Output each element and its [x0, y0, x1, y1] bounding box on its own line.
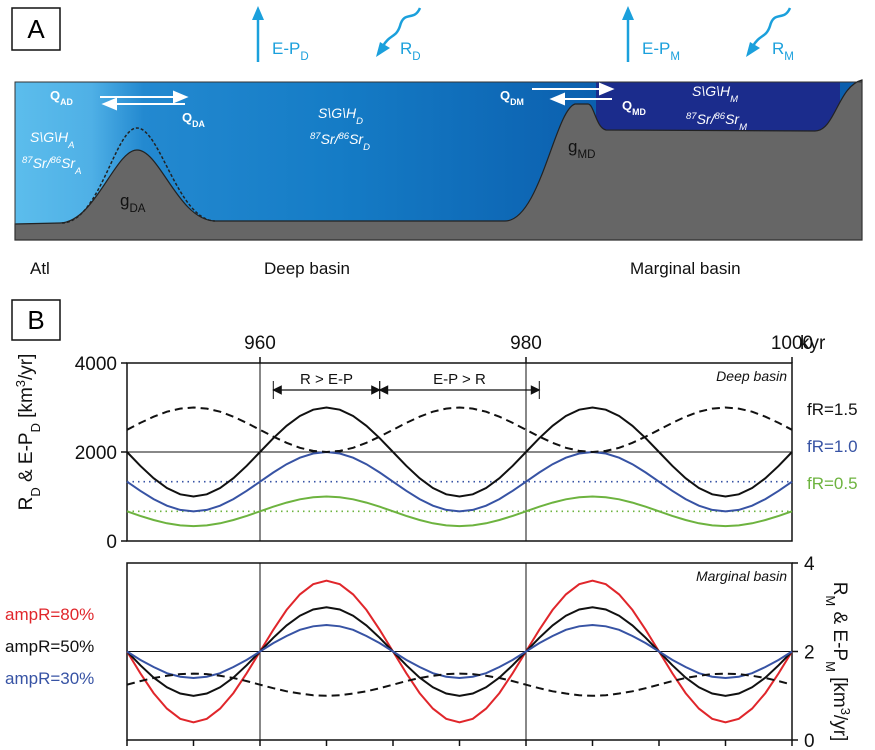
page: A B E-PDRDE-PMRMQADQDAQDMQMDS\G\HA87Sr/8… — [0, 0, 875, 750]
panel-b-frame: B — [12, 300, 60, 340]
diagram-label-part: Marginal basin — [630, 259, 741, 278]
y-axis-label-part: R — [16, 497, 37, 511]
diagram-label-part: M — [730, 94, 738, 105]
diagram-label-part: Q — [622, 98, 632, 113]
y-tick-label: 4000 — [75, 354, 117, 375]
y-axis-label-part: [km — [16, 387, 37, 423]
diagram-label: Atl — [30, 259, 50, 278]
y-tick-label: 0 — [106, 532, 117, 553]
diagram-label-part: Deep basin — [264, 259, 350, 278]
diagram-label-part: Q — [500, 88, 510, 103]
y-axis-label: RD & E-PD [km3/yr] — [13, 354, 43, 511]
sky-arrows — [252, 6, 790, 62]
y-axis-label-part: M — [824, 661, 839, 672]
diagram-label: Deep basin — [264, 259, 350, 278]
diagram-label-part: A — [67, 140, 74, 151]
y-axis-label-part: & E-P — [829, 606, 850, 661]
diagram-label-part: Q — [182, 110, 192, 125]
diagram-label-part: g — [120, 191, 129, 210]
diagram-label: RD — [400, 39, 421, 63]
y-tick-label: 0 — [804, 731, 815, 750]
y-axis-label-part: M — [824, 595, 839, 606]
y-axis-label-part: /yr] — [16, 354, 37, 380]
line-series — [127, 408, 792, 453]
annotation-label: E-P > R — [433, 371, 486, 388]
diagram-label-part: R — [400, 39, 412, 58]
x-axis-label: kyr — [800, 333, 826, 354]
diagram-label-part: M — [784, 51, 794, 63]
diagram-label-part: 86 — [714, 111, 725, 122]
diagram-label-part: D — [363, 142, 370, 153]
diagram-label-part: 87 — [310, 131, 321, 142]
legend-label: ampR=50% — [5, 637, 94, 656]
diagram-label-part: 86 — [50, 155, 61, 166]
y-axis-label-part: [km — [829, 672, 850, 708]
diagram-label-part: Atl — [30, 259, 50, 278]
y-tick-label: 2000 — [75, 443, 117, 464]
diagram-label-part: MD — [632, 107, 646, 117]
diagram-label: E-PD — [272, 39, 309, 63]
diagram-label: RM — [772, 39, 794, 63]
legend-label: ampR=30% — [5, 669, 94, 688]
diagram-label-part: D — [356, 116, 363, 127]
y-axis-label-part: D — [28, 423, 43, 432]
diagram-label-part: DA — [129, 203, 145, 215]
x-tick-label: 960 — [244, 333, 276, 354]
diagram-label-part: D — [412, 51, 420, 63]
y-axis-label: RM & E-PM [km3/yr] — [824, 582, 854, 742]
diagram-label-part: S\G\H — [318, 105, 357, 121]
y-axis-label-part: 3 — [13, 380, 28, 387]
diagram-label-part: R — [772, 39, 784, 58]
diagram-label-part: 86 — [338, 131, 349, 142]
diagram-label-part: DA — [192, 119, 205, 129]
x-tick-label: 980 — [510, 333, 542, 354]
diagram-label-part: E-P — [642, 39, 670, 58]
diagram-label-part: S\G\H — [30, 129, 69, 145]
legend-label: ampR=80% — [5, 605, 94, 624]
diagram-label-part: 87 — [22, 155, 33, 166]
diagram-label-part: M — [739, 122, 747, 133]
diagram-label-part: M — [670, 51, 680, 63]
diagram-label: Marginal basin — [630, 259, 741, 278]
diagram-label-part: E-P — [272, 39, 300, 58]
diagram-label-part: A — [74, 166, 81, 177]
annotation-label: R > E-P — [300, 371, 353, 388]
legend-label: fR=1.0 — [807, 437, 858, 456]
y-axis-label-part: 3 — [839, 708, 854, 715]
legend-label: fR=0.5 — [807, 474, 858, 493]
diagram-label-part: DM — [510, 97, 524, 107]
legend-label: fR=1.5 — [807, 400, 858, 419]
diagram-label-part: MD — [577, 149, 595, 161]
panel-label: A — [27, 14, 45, 44]
diagram-label-part: g — [568, 137, 577, 156]
chart-title: Deep basin — [716, 368, 787, 384]
line-series — [127, 674, 792, 696]
figure: A B E-PDRDE-PMRMQADQDAQDMQMDS\G\HA87Sr/8… — [0, 0, 875, 750]
diagram-label-part: 87 — [686, 111, 697, 122]
y-axis-label-part: /yr] — [829, 715, 850, 741]
y-axis-label-part: D — [28, 487, 43, 496]
y-tick-label: 4 — [804, 554, 815, 575]
diagram-label-part: S\G\H — [692, 83, 731, 99]
diagram-label-part: D — [300, 51, 308, 63]
y-tick-label: 2 — [804, 643, 815, 664]
y-axis-label-part: & E-P — [16, 432, 37, 487]
y-axis-label-part: R — [829, 582, 850, 596]
diagram-label-part: AD — [60, 97, 73, 107]
chart-title: Marginal basin — [696, 568, 787, 584]
diagram-label: E-PM — [642, 39, 680, 63]
panel-label: B — [27, 305, 44, 335]
diagram-label-part: Q — [50, 88, 60, 103]
